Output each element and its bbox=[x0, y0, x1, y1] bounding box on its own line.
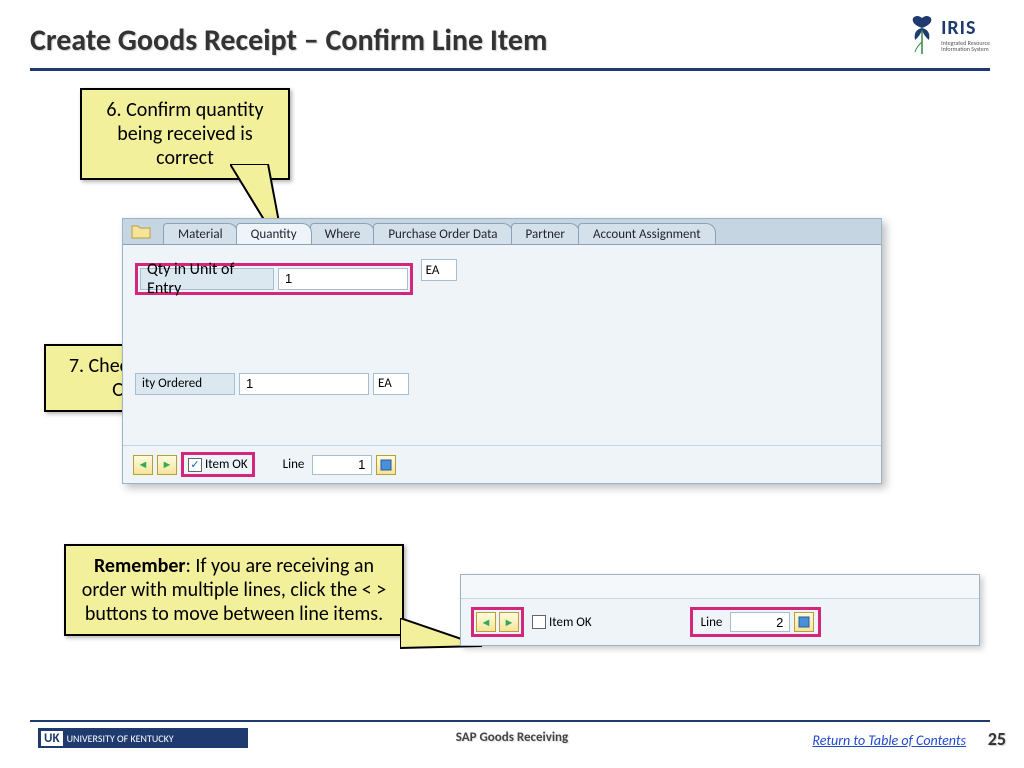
line-highlight-2: Line bbox=[690, 607, 822, 637]
iris-subtitle: Integrated Resource Information System bbox=[941, 40, 990, 52]
remember-bold: Remember bbox=[94, 554, 186, 578]
callout-step6-text: 6. Confirm quantity being received is co… bbox=[106, 98, 263, 170]
nav-prev-button-2[interactable]: ◄ bbox=[476, 612, 496, 632]
item-ok-checkbox-1[interactable]: ✓ bbox=[188, 458, 202, 472]
iris-brand-text: IRIS bbox=[941, 16, 990, 40]
line-group-1: Line bbox=[279, 455, 397, 475]
iris-flower-icon bbox=[907, 12, 937, 56]
tab-quantity[interactable]: Quantity bbox=[236, 223, 312, 244]
line-label-1: Line bbox=[279, 457, 309, 472]
sap-tabstrip: Material Quantity Where Purchase Order D… bbox=[123, 219, 881, 245]
ordered-unit: EA bbox=[373, 373, 409, 395]
sap-window-main: Material Quantity Where Purchase Order D… bbox=[122, 218, 882, 484]
sap-strip-body: ◄ ► Item OK Line bbox=[461, 599, 979, 645]
title-underline bbox=[30, 68, 990, 71]
nav-prev-button-1[interactable]: ◄ bbox=[133, 455, 153, 475]
sap-strip-top bbox=[461, 575, 979, 599]
ordered-row: ity Ordered EA bbox=[135, 373, 869, 395]
item-ok-checkbox-2[interactable] bbox=[532, 615, 546, 629]
footer-line bbox=[30, 720, 990, 722]
sap-strip: ◄ ► Item OK Line bbox=[460, 574, 980, 646]
qty-input[interactable] bbox=[278, 268, 408, 290]
line-info-button-2[interactable] bbox=[794, 612, 814, 632]
nav-highlight-2: ◄ ► bbox=[471, 607, 524, 637]
iris-logo: IRIS Integrated Resource Information Sys… bbox=[907, 12, 990, 56]
item-ok-label-2: Item OK bbox=[549, 615, 592, 630]
line-info-button-1[interactable] bbox=[376, 455, 396, 475]
folder-icon[interactable] bbox=[131, 222, 151, 240]
nav-next-button-2[interactable]: ► bbox=[499, 612, 519, 632]
item-ok-highlight-1: ✓ Item OK bbox=[181, 452, 255, 477]
item-ok-group-2: Item OK bbox=[528, 613, 596, 632]
item-ok-label-1: Item OK bbox=[205, 457, 248, 472]
qty-highlight: Qty in Unit of Entry bbox=[135, 263, 413, 295]
line-input-2[interactable] bbox=[730, 612, 790, 632]
qty-unit: EA bbox=[421, 259, 457, 281]
nav-next-button-1[interactable]: ► bbox=[157, 455, 177, 475]
line-input-1[interactable] bbox=[312, 455, 372, 475]
tab-purchase-order-data[interactable]: Purchase Order Data bbox=[373, 223, 512, 244]
line-label-2: Line bbox=[697, 615, 727, 630]
tab-where[interactable]: Where bbox=[310, 223, 376, 244]
sap-body: Qty in Unit of Entry EA ity Ordered EA bbox=[123, 245, 881, 445]
ordered-label: ity Ordered bbox=[135, 373, 235, 395]
tab-partner[interactable]: Partner bbox=[511, 223, 580, 244]
tab-material[interactable]: Material bbox=[163, 223, 238, 244]
page-title: Create Goods Receipt – Confirm Line Item bbox=[30, 22, 547, 59]
page-number: 25 bbox=[988, 728, 1006, 750]
ordered-input[interactable] bbox=[239, 373, 369, 395]
return-toc-link[interactable]: Return to Table of Contents bbox=[812, 732, 966, 749]
tab-account-assignment[interactable]: Account Assignment bbox=[578, 223, 716, 244]
sap-footer-1: ◄ ► ✓ Item OK Line bbox=[123, 445, 881, 483]
callout-remember: Remember: If you are receiving an order … bbox=[64, 544, 404, 636]
qty-label: Qty in Unit of Entry bbox=[140, 268, 274, 290]
